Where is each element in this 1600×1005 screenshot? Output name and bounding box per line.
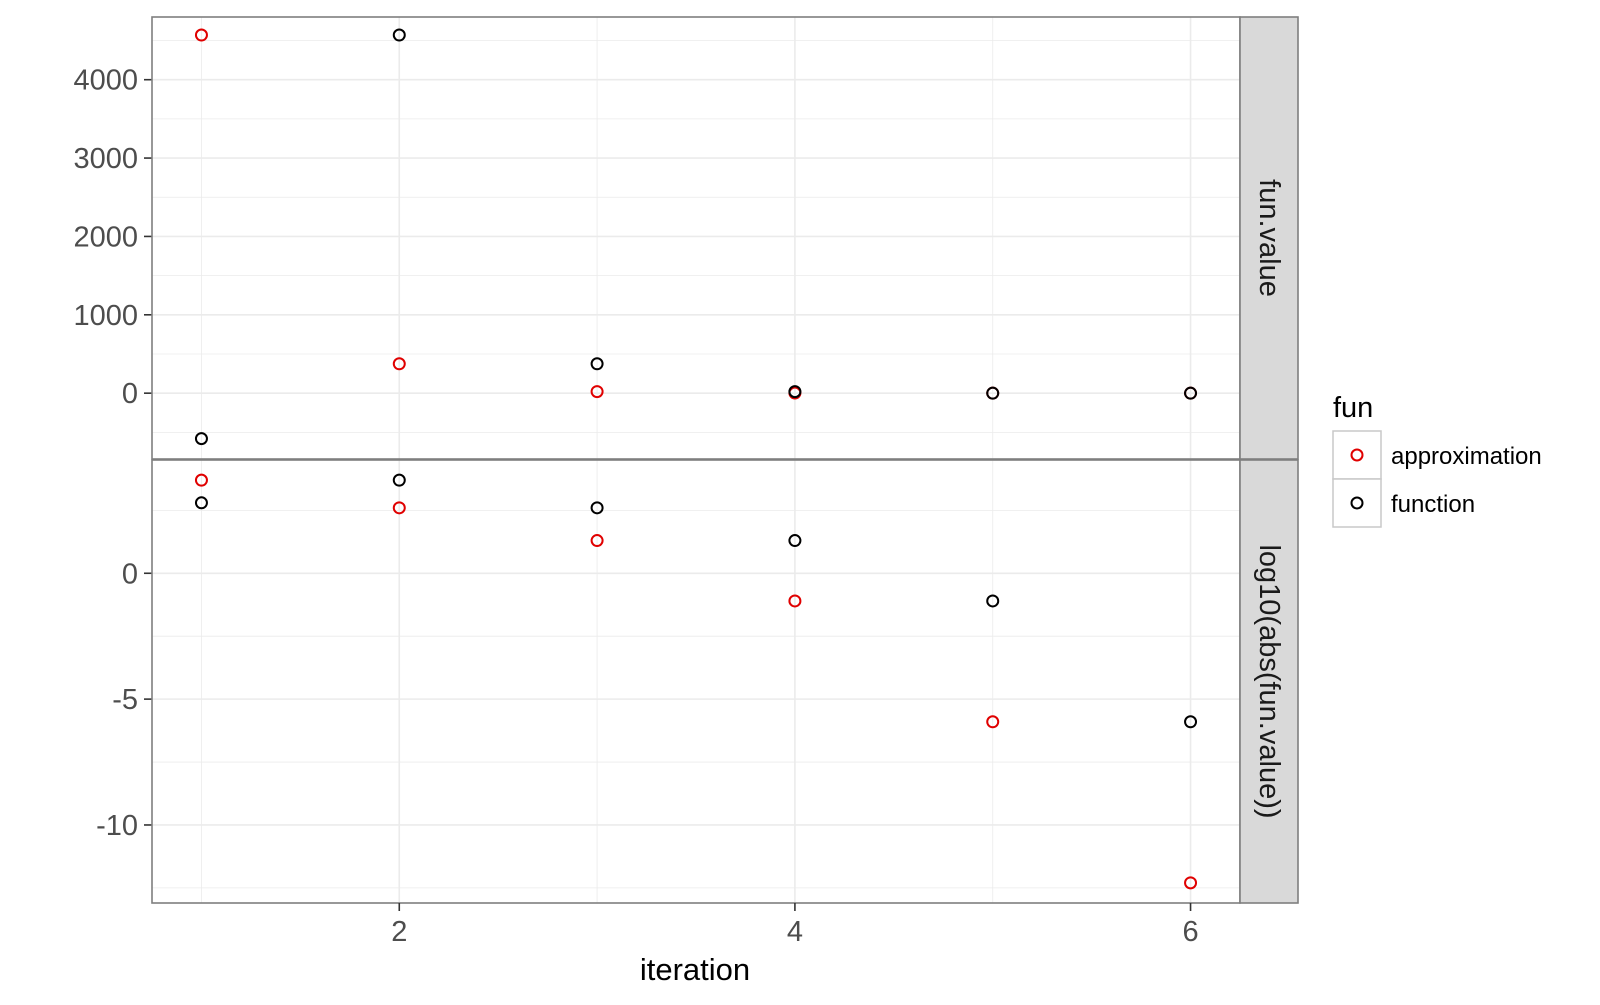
y-tick-label: -5 bbox=[112, 684, 138, 716]
y-tick-label: 0 bbox=[122, 378, 138, 410]
data-point-function bbox=[194, 496, 208, 510]
y-tick-label: 1000 bbox=[73, 300, 138, 332]
data-point-approximation bbox=[194, 473, 208, 487]
data-point-approximation bbox=[392, 501, 406, 515]
panel-background bbox=[152, 17, 1240, 459]
panel-background bbox=[152, 460, 1240, 903]
legend-title: fun bbox=[1333, 392, 1373, 424]
data-point-function bbox=[194, 432, 208, 446]
series-function bbox=[194, 28, 1198, 446]
data-point-approximation bbox=[590, 385, 604, 399]
x-tick-label: 4 bbox=[787, 916, 803, 948]
x-axis: 2 4 6 bbox=[391, 903, 1199, 948]
data-point-function bbox=[986, 594, 1000, 608]
facet-strip bbox=[1239, 16, 1299, 460]
x-tick-label: 2 bbox=[391, 916, 407, 948]
y-tick-label: 2000 bbox=[73, 221, 138, 253]
data-point-approximation bbox=[590, 534, 604, 548]
data-point-approximation bbox=[194, 28, 208, 42]
legend-key-approximation bbox=[1350, 448, 1364, 462]
data-point-function bbox=[986, 386, 1000, 400]
data-point-approximation bbox=[986, 715, 1000, 729]
series-approximation bbox=[194, 473, 1198, 890]
data-point-function bbox=[392, 28, 406, 42]
data-point-approximation bbox=[392, 357, 406, 371]
panel-2: -10 -5 0 log10(abs(fun.value)) bbox=[96, 459, 1299, 904]
legend-label-function: function bbox=[1391, 491, 1475, 518]
data-point-approximation bbox=[788, 594, 802, 608]
y-tick-label: -10 bbox=[96, 810, 138, 842]
data-point-function bbox=[590, 357, 604, 371]
y-tick-label: 0 bbox=[122, 558, 138, 590]
data-point-function bbox=[788, 534, 802, 548]
facet-strip-label: fun.value bbox=[1253, 179, 1285, 297]
data-point-function bbox=[392, 473, 406, 487]
legend-key-function bbox=[1350, 496, 1364, 510]
facet-strip bbox=[1239, 459, 1299, 904]
facet-strip-label: log10(abs(fun.value)) bbox=[1253, 544, 1285, 818]
y-tick-label: 3000 bbox=[73, 143, 138, 175]
legend-key-box-approximation bbox=[1332, 430, 1382, 480]
x-tick-label: 6 bbox=[1182, 916, 1198, 948]
data-point-function bbox=[1184, 715, 1198, 729]
x-axis-title: iteration bbox=[640, 952, 750, 987]
legend: fun approximation function bbox=[1332, 392, 1542, 528]
y-tick-label: 4000 bbox=[73, 65, 138, 97]
data-point-approximation bbox=[1184, 876, 1198, 890]
data-point-function bbox=[590, 501, 604, 515]
legend-label-approximation: approximation bbox=[1391, 443, 1542, 470]
data-point-function bbox=[788, 385, 802, 399]
legend-key-box-function bbox=[1332, 478, 1382, 528]
data-point-function bbox=[1184, 386, 1198, 400]
series-function bbox=[194, 473, 1198, 729]
panels-layer: 0 1000 2000 3000 4000 fun.value -10 -5 0 log10(ab… bbox=[73, 16, 1299, 904]
panel-1: 0 1000 2000 3000 4000 fun.value bbox=[73, 16, 1299, 460]
